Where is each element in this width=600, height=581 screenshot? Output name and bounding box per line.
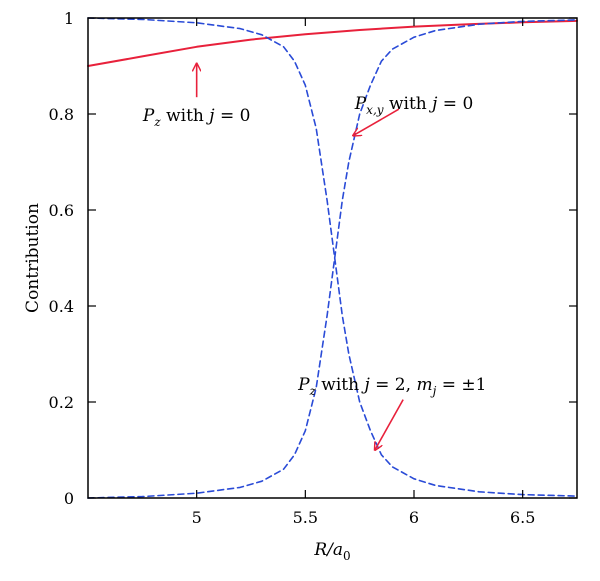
x-tick-label: 5 bbox=[192, 508, 202, 527]
x-axis-title-sub: 0 bbox=[343, 549, 351, 563]
x-tick-label: 6 bbox=[409, 508, 419, 527]
x-axis-title: R/a0 bbox=[313, 540, 350, 563]
annotation-label-pz-j2: Pz with j = 2, mj = ±1 bbox=[297, 375, 486, 398]
annotation-arrow-pxy-j0 bbox=[353, 108, 400, 135]
y-tick-label: 0.6 bbox=[49, 201, 74, 220]
y-tick-label: 0 bbox=[64, 489, 74, 508]
series-line-3 bbox=[87, 19, 578, 499]
x-axis-title-main: R/a bbox=[313, 540, 343, 560]
plot-frame bbox=[87, 17, 578, 499]
y-tick-label: 0.8 bbox=[49, 105, 74, 124]
series-layer bbox=[87, 17, 578, 499]
ticks-layer: 5 5.5 6 6.5 0 0.2 0.4 0.6 0.8 1 bbox=[49, 9, 577, 527]
x-tick-label: 5.5 bbox=[293, 508, 318, 527]
y-axis-title: Contribution bbox=[23, 203, 43, 313]
y-tick-label: 1 bbox=[64, 9, 74, 28]
y-tick-label: 0.2 bbox=[49, 393, 74, 412]
annotation-label-pxy-j0: Px,y with j = 0 bbox=[354, 94, 474, 117]
annotation-label-pz-j0: Pz with j = 0 bbox=[142, 106, 251, 129]
y-tick-label: 0.4 bbox=[49, 297, 74, 316]
annotation-arrow-pz-j2 bbox=[375, 399, 404, 450]
annotation-layer: Pz with j = 0 Px,y with j = 0 Pz with j = … bbox=[142, 64, 486, 450]
x-tick-label: 6.5 bbox=[510, 508, 535, 527]
series-line-1 bbox=[87, 19, 578, 67]
series-line-2 bbox=[87, 17, 578, 497]
